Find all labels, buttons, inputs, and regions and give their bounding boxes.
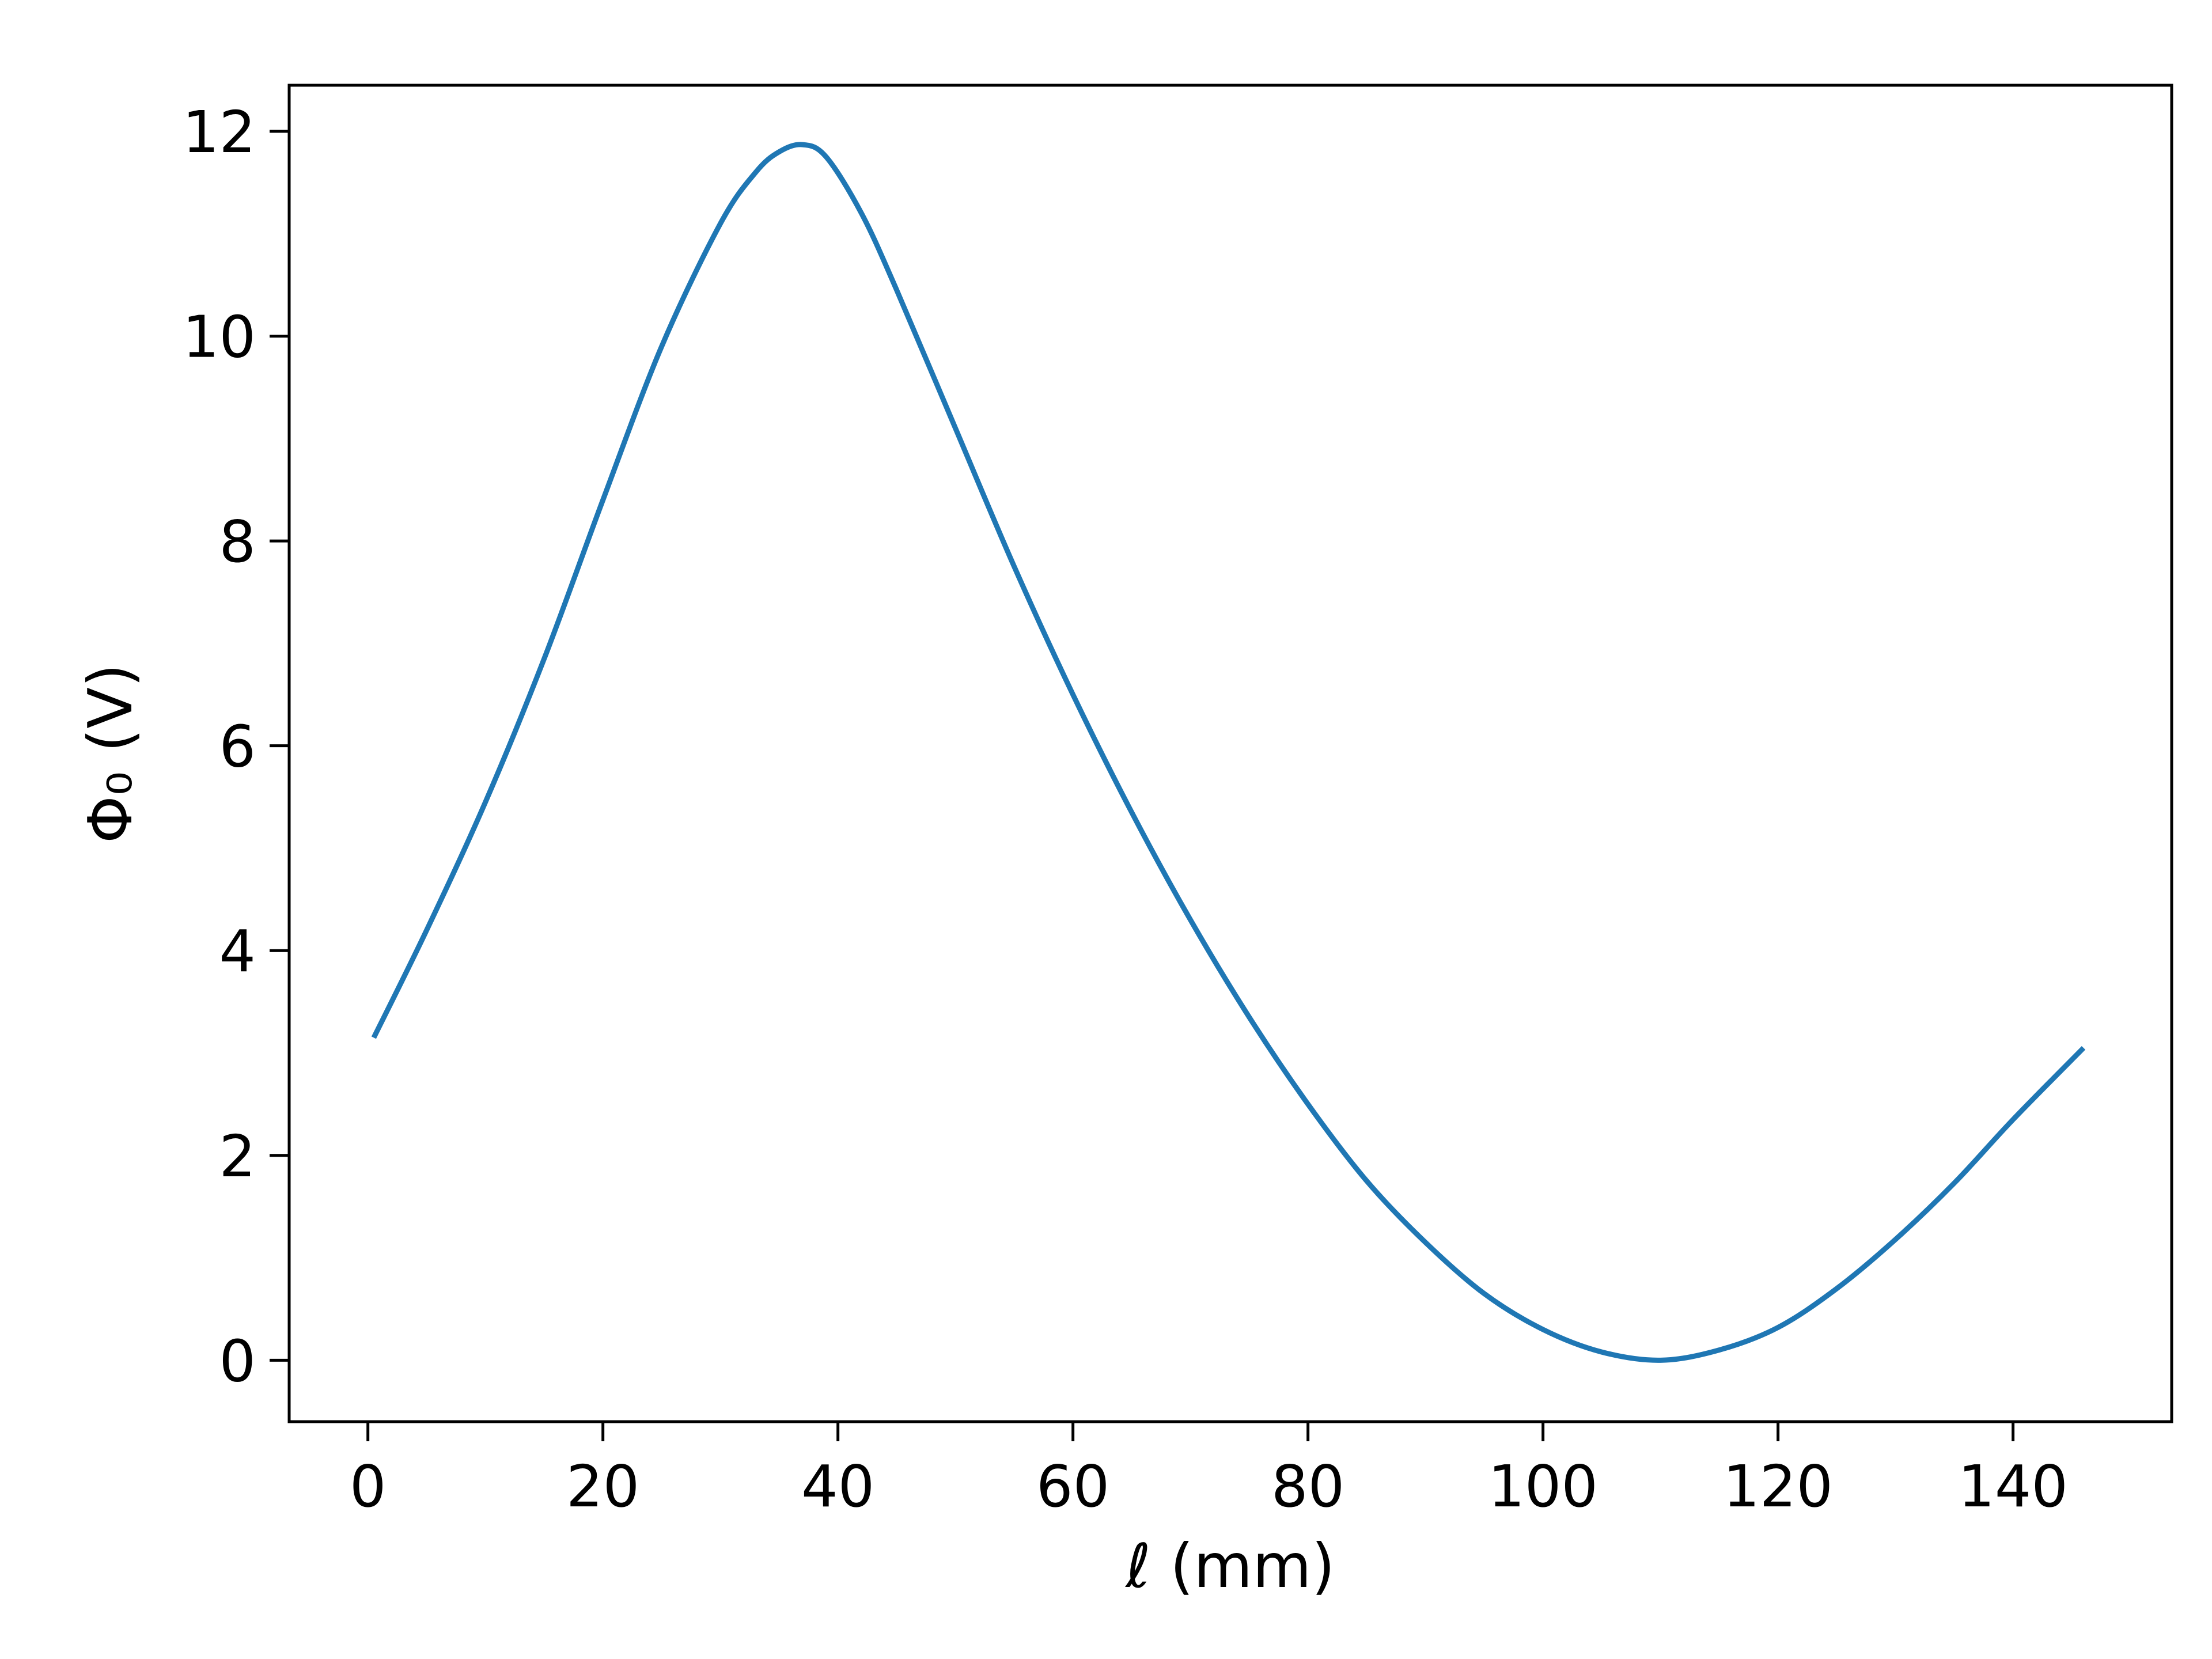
x-axis-label: ℓ (mm)	[1124, 1531, 1335, 1601]
y-tick-label: 8	[219, 508, 256, 575]
y-tick-label: 0	[219, 1327, 256, 1395]
y-axis-label: Φ₀ (V)	[75, 664, 146, 843]
x-tick-label: 100	[1488, 1453, 1598, 1520]
x-tick-label: 20	[566, 1453, 639, 1520]
y-axis: 0 2 4 6 8 10 12	[183, 99, 289, 1395]
y-tick-label: 6	[219, 713, 256, 781]
y-tick-label: 10	[183, 304, 256, 371]
plot-layer	[371, 142, 2086, 1363]
x-tick-label: 60	[1036, 1453, 1109, 1520]
x-axis: 0 20 40 60 80 100 120 140	[350, 1422, 2068, 1520]
x-tick-label: 40	[801, 1453, 874, 1520]
y-tick-label: 2	[219, 1123, 256, 1190]
y-tick-label: 12	[183, 99, 256, 166]
y-tick-label: 4	[219, 918, 256, 985]
x-tick-label: 140	[1958, 1453, 2068, 1520]
x-tick-label: 120	[1723, 1453, 1833, 1520]
x-tick-label: 80	[1271, 1453, 1344, 1520]
series-line-1	[371, 142, 2086, 1363]
x-tick-label: 0	[350, 1453, 387, 1520]
plot-frame	[287, 84, 2173, 1423]
